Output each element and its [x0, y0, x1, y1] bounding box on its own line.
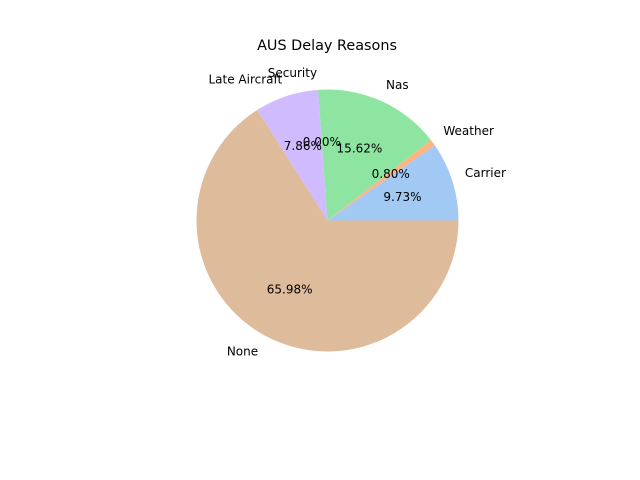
pie-slices — [196, 89, 459, 352]
slice-label-weather: Weather — [443, 124, 494, 138]
pct-label-late-aircraft: 7.86% — [284, 139, 322, 153]
pct-label-none: 65.98% — [267, 282, 313, 296]
pie-labels: Carrier 9.73% Weather 0.80% Nas 15.62% Securit… — [208, 66, 506, 359]
pct-label-carrier: 9.73% — [383, 190, 421, 204]
pct-label-security: 0.00% — [303, 135, 341, 149]
slice-weather — [327, 140, 435, 221]
slice-nas — [318, 89, 431, 221]
slice-label-late-aircraft: Late Aircraft — [208, 73, 282, 87]
slice-carrier — [327, 145, 459, 221]
slice-none — [196, 109, 459, 352]
pct-label-weather: 0.80% — [372, 167, 410, 181]
slice-label-security: Security — [268, 66, 317, 80]
slice-label-nas: Nas — [386, 78, 409, 92]
slice-label-none: None — [227, 345, 258, 359]
pct-label-nas: 15.62% — [337, 142, 383, 156]
chart-title: AUS Delay Reasons — [257, 38, 397, 54]
slice-label-carrier: Carrier — [465, 166, 506, 180]
slice-late-aircraft — [257, 89, 328, 221]
